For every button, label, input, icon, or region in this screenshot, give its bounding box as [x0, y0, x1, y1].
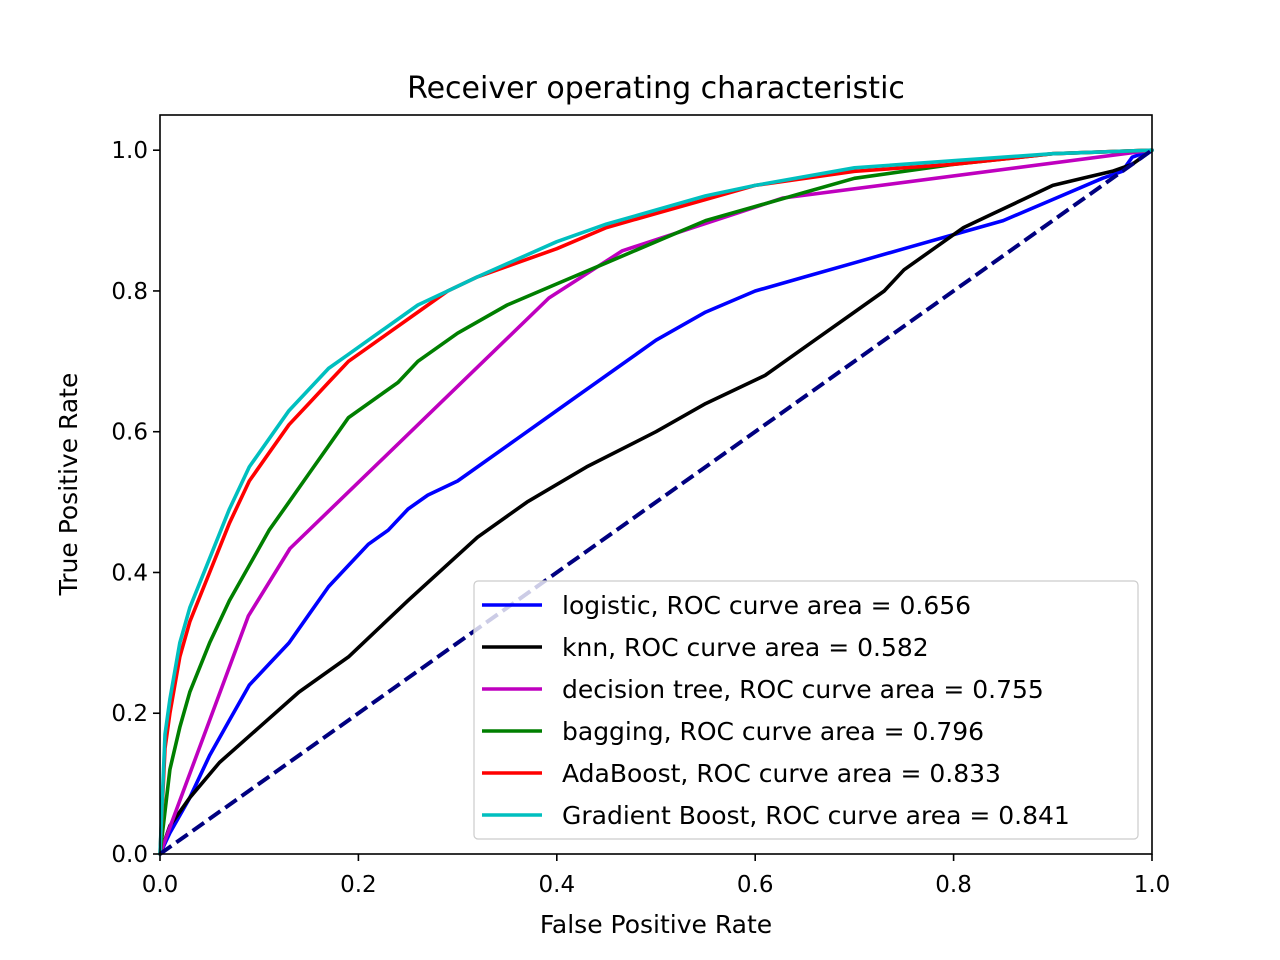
series-line-logistic	[158, 148, 1154, 856]
plot-frame	[159, 114, 1153, 855]
x-tick-label: 0.2	[340, 872, 377, 898]
ticks-group: 0.0 0.2 0.4 0.6 0.8 1.0 0.0 0.2 0.4 0.6 0.8 1.0	[111, 138, 1170, 898]
reference-diagonal-line	[158, 148, 1154, 856]
legend-label-decision-tree: decision tree, ROC curve area = 0.755	[562, 675, 1044, 704]
legend-label-bagging: bagging, ROC curve area = 0.796	[562, 717, 984, 746]
y-axis-label: True Positive Rate	[54, 373, 83, 597]
y-tick-label: 0.2	[111, 701, 148, 727]
series-line-knn	[158, 148, 1154, 856]
y-tick-label: 0.8	[111, 279, 148, 305]
legend: logistic, ROC curve area = 0.656 knn, ROC…	[473, 580, 1139, 840]
y-tick-label: 0.0	[111, 842, 148, 868]
y-tick-label: 1.0	[111, 138, 148, 164]
legend-label-adaboost: AdaBoost, ROC curve area = 0.833	[562, 759, 1001, 788]
x-axis-label: False Positive Rate	[540, 910, 772, 939]
x-tick-label: 0.4	[539, 872, 576, 898]
y-tick-label: 0.6	[111, 420, 148, 446]
y-tick-label: 0.4	[111, 560, 148, 586]
legend-label-gradient-boost: Gradient Boost, ROC curve area = 0.841	[562, 801, 1070, 830]
chart-title: Receiver operating characteristic	[407, 71, 905, 106]
legend-label-logistic: logistic, ROC curve area = 0.656	[562, 591, 971, 620]
series-line-bagging	[158, 148, 1154, 856]
legend-box	[473, 580, 1139, 840]
x-tick-label: 0.0	[142, 872, 179, 898]
series-line-gradient-boost	[158, 148, 1154, 856]
x-tick-label: 1.0	[1134, 872, 1171, 898]
legend-label-knn: knn, ROC curve area = 0.582	[562, 633, 929, 662]
x-tick-label: 0.8	[935, 872, 972, 898]
curves-group	[158, 148, 1154, 856]
x-tick-label: 0.6	[737, 872, 774, 898]
